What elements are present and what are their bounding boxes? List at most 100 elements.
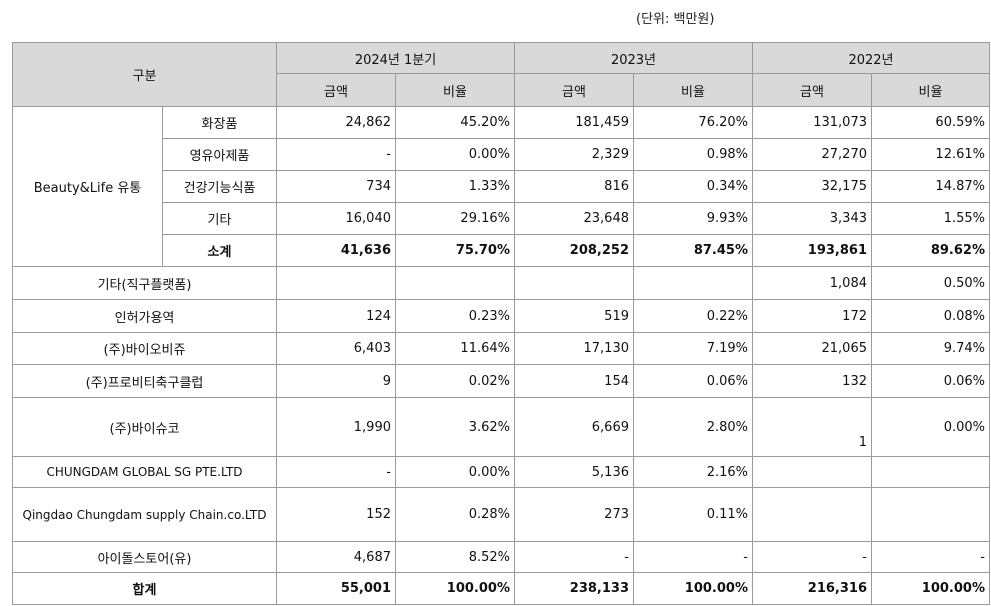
table-row: Beauty&Life 유통 화장품 24,862 45.20% 181,459… bbox=[12, 106, 990, 267]
cell-ratio: 14.87% bbox=[871, 170, 990, 203]
row-label: 건강기능식품 bbox=[162, 170, 277, 203]
row-label: 기타 bbox=[162, 202, 277, 235]
cell-amount: - bbox=[752, 541, 872, 573]
header-ratio: 비율 bbox=[871, 73, 990, 107]
cell-ratio: 0.28% bbox=[395, 487, 515, 542]
header-ratio: 비율 bbox=[395, 73, 515, 107]
row-label: (주)바이슈코 bbox=[12, 397, 277, 457]
cell-ratio: 0.50% bbox=[871, 266, 990, 300]
cell-ratio: 2.16% bbox=[633, 456, 753, 488]
row-label: 화장품 bbox=[162, 106, 277, 139]
cell-ratio: 7.19% bbox=[633, 332, 753, 365]
table-row: (주)바이오비쥬 6,403 11.64% 17,130 7.19% 21,06… bbox=[12, 332, 990, 365]
cell-ratio: 0.00% bbox=[395, 138, 515, 171]
cell-amount: 27,270 bbox=[752, 138, 872, 171]
cell-amount: - bbox=[514, 541, 634, 573]
row-label: (주)바이오비쥬 bbox=[12, 332, 277, 365]
table-row: 건강기능식품 734 1.33% 816 0.34% 32,175 14.87% bbox=[13, 170, 990, 203]
cell-amount: 816 bbox=[514, 170, 634, 203]
cell-ratio: 11.64% bbox=[395, 332, 515, 365]
cell-amount: 734 bbox=[276, 170, 396, 203]
cell-ratio: 0.11% bbox=[633, 487, 753, 542]
header-period-2024q1: 2024년 1분기 bbox=[276, 42, 515, 74]
cell-amount: 16,040 bbox=[276, 202, 396, 235]
cell-amount: 1,084 bbox=[752, 266, 872, 300]
cell-ratio: 9.93% bbox=[633, 202, 753, 235]
table-row: CHUNGDAM GLOBAL SG PTE.LTD - 0.00% 5,136… bbox=[12, 456, 990, 488]
cell-amount: 5,136 bbox=[514, 456, 634, 488]
cell-ratio: 9.74% bbox=[871, 332, 990, 365]
cell-ratio: 75.70% bbox=[395, 234, 515, 267]
cell-amount bbox=[752, 456, 872, 488]
cell-amount bbox=[276, 266, 396, 300]
group-label: Beauty&Life 유통 bbox=[12, 106, 163, 267]
cell-ratio: 8.52% bbox=[395, 541, 515, 573]
cell-amount: 154 bbox=[514, 364, 634, 398]
row-label: 인허가용역 bbox=[12, 299, 277, 333]
header-period-2022: 2022년 bbox=[752, 42, 990, 74]
table-row: 인허가용역 124 0.23% 519 0.22% 172 0.08% bbox=[12, 299, 990, 333]
cell-ratio: 0.02% bbox=[395, 364, 515, 398]
cell-ratio bbox=[871, 456, 990, 488]
cell-amount bbox=[752, 487, 872, 542]
cell-amount: - bbox=[276, 456, 396, 488]
cell-ratio bbox=[633, 266, 753, 300]
cell-ratio bbox=[871, 487, 990, 542]
cell-ratio: 0.22% bbox=[633, 299, 753, 333]
table-row: 기타(직구플랫폼) 1,084 0.50% bbox=[12, 266, 990, 300]
cell-amount: 208,252 bbox=[514, 234, 634, 267]
subtotal-label: 소계 bbox=[162, 234, 277, 267]
cell-ratio: 1.55% bbox=[871, 202, 990, 235]
cell-amount: 1,990 bbox=[276, 397, 396, 457]
table-row: Qingdao Chungdam supply Chain.co.LTD 152… bbox=[12, 487, 990, 542]
row-label: CHUNGDAM GLOBAL SG PTE.LTD bbox=[12, 456, 277, 488]
cell-amount: 6,669 bbox=[514, 397, 634, 457]
total-row: 합계 55,001 100.00% 238,133 100.00% 216,31… bbox=[12, 572, 990, 605]
cell-amount: 2,329 bbox=[514, 138, 634, 171]
cell-ratio: 100.00% bbox=[871, 572, 990, 605]
cell-ratio: 1.33% bbox=[395, 170, 515, 203]
cell-ratio: 76.20% bbox=[633, 106, 753, 139]
cell-ratio: 87.45% bbox=[633, 234, 753, 267]
cell-amount: 181,459 bbox=[514, 106, 634, 139]
row-label: 영유아제품 bbox=[162, 138, 277, 171]
cell-amount: 132 bbox=[752, 364, 872, 398]
cell-ratio: 60.59% bbox=[871, 106, 990, 139]
table-row: (주)바이슈코 1,990 3.62% 6,669 2.80% 1 0.00% bbox=[12, 397, 990, 457]
revenue-table: 구분 2024년 1분기 2023년 2022년 금액 비율 금액 비율 금액 … bbox=[12, 42, 990, 605]
cell-ratio: 2.80% bbox=[633, 397, 753, 457]
cell-amount: 131,073 bbox=[752, 106, 872, 139]
total-label: 합계 bbox=[12, 572, 277, 605]
cell-ratio: 0.00% bbox=[871, 397, 990, 457]
cell-ratio: 89.62% bbox=[871, 234, 990, 267]
header-amount: 금액 bbox=[276, 73, 396, 107]
header-ratio: 비율 bbox=[633, 73, 753, 107]
cell-amount: 3,343 bbox=[752, 202, 872, 235]
cell-ratio: 0.06% bbox=[633, 364, 753, 398]
table-row: (주)프로비티축구클럽 9 0.02% 154 0.06% 132 0.06% bbox=[12, 364, 990, 398]
row-label: (주)프로비티축구클럽 bbox=[12, 364, 277, 398]
cell-amount: 172 bbox=[752, 299, 872, 333]
table-row: 아이돌스토어(유) 4,687 8.52% - - - - bbox=[12, 541, 990, 573]
cell-ratio: - bbox=[871, 541, 990, 573]
table-row: 영유아제품 - 0.00% 2,329 0.98% 27,270 12.61% bbox=[13, 138, 990, 171]
cell-amount: 55,001 bbox=[276, 572, 396, 605]
cell-amount: 9 bbox=[276, 364, 396, 398]
cell-amount: 32,175 bbox=[752, 170, 872, 203]
cell-ratio: 0.34% bbox=[633, 170, 753, 203]
cell-amount: 24,862 bbox=[276, 106, 396, 139]
header-amount: 금액 bbox=[514, 73, 634, 107]
cell-ratio: 0.08% bbox=[871, 299, 990, 333]
cell-amount: - bbox=[276, 138, 396, 171]
cell-ratio bbox=[395, 266, 515, 300]
header-amount: 금액 bbox=[752, 73, 872, 107]
cell-amount: 273 bbox=[514, 487, 634, 542]
cell-amount: 4,687 bbox=[276, 541, 396, 573]
cell-ratio: - bbox=[633, 541, 753, 573]
header-category: 구분 bbox=[12, 42, 277, 107]
cell-amount: 6,403 bbox=[276, 332, 396, 365]
cell-ratio: 45.20% bbox=[395, 106, 515, 139]
cell-amount: 21,065 bbox=[752, 332, 872, 365]
cell-amount: 193,861 bbox=[752, 234, 872, 267]
cell-amount: 152 bbox=[276, 487, 396, 542]
